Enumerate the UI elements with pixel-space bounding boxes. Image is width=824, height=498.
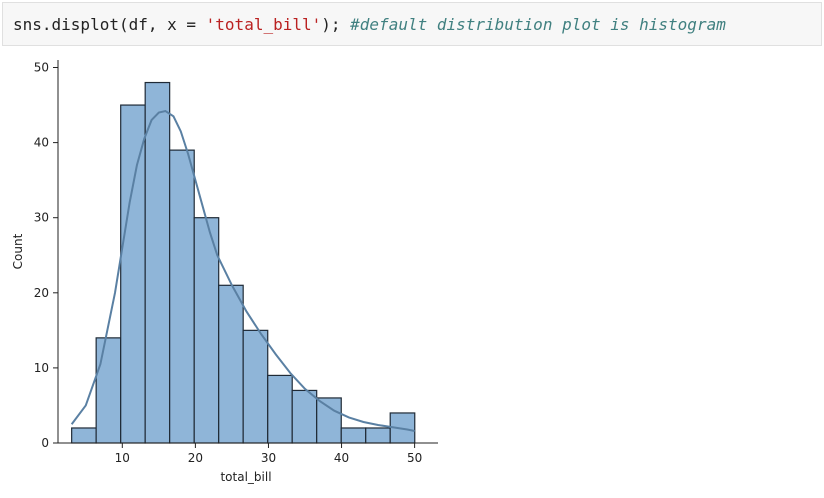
histogram-chart: 0 10 20 30 40 50 10 20 30 40 50 total_bill Count [11, 60, 438, 484]
y-tick-label: 0 [41, 436, 49, 450]
x-tick-label: 10 [115, 451, 130, 465]
histogram-bar [365, 427, 391, 444]
y-tick-label: 10 [34, 361, 49, 375]
x-tick-label: 40 [334, 451, 349, 465]
code-text: sns.displot(df, x = [13, 15, 206, 34]
axes: 0 10 20 30 40 50 10 20 30 40 50 [34, 60, 438, 465]
code-line: sns.displot(df, x = 'total_bill'); #defa… [13, 15, 726, 34]
y-tick-label: 20 [34, 286, 49, 300]
histogram-bar [144, 81, 171, 444]
x-tick-label: 50 [407, 451, 422, 465]
code-comment: #default distribution plot is histogram [350, 15, 726, 34]
histogram-bar [291, 389, 318, 444]
histogram-bar [193, 217, 220, 444]
histogram-bar [316, 397, 342, 444]
code-text-end: ); [321, 15, 351, 34]
y-tick-label: 30 [34, 211, 49, 225]
histogram-bar [95, 337, 122, 444]
code-cell[interactable]: sns.displot(df, x = 'total_bill'); #defa… [2, 2, 822, 46]
histogram-bars [71, 81, 416, 444]
histogram-bar [120, 104, 146, 444]
histogram-bar [169, 149, 195, 444]
y-axis-label: Count [11, 233, 25, 269]
histogram-bar [340, 427, 367, 444]
x-tick-label: 30 [261, 451, 276, 465]
histogram-bar [267, 374, 293, 444]
x-axis-label: total_bill [220, 470, 271, 484]
y-tick-label: 40 [34, 136, 49, 150]
histogram-bar [242, 329, 269, 444]
x-tick-label: 20 [188, 451, 203, 465]
kde-curve [70, 109, 415, 432]
code-string: 'total_bill' [205, 15, 322, 34]
histogram-bar [71, 427, 97, 444]
y-tick-label: 50 [34, 61, 49, 75]
histogram-bar [218, 284, 244, 444]
